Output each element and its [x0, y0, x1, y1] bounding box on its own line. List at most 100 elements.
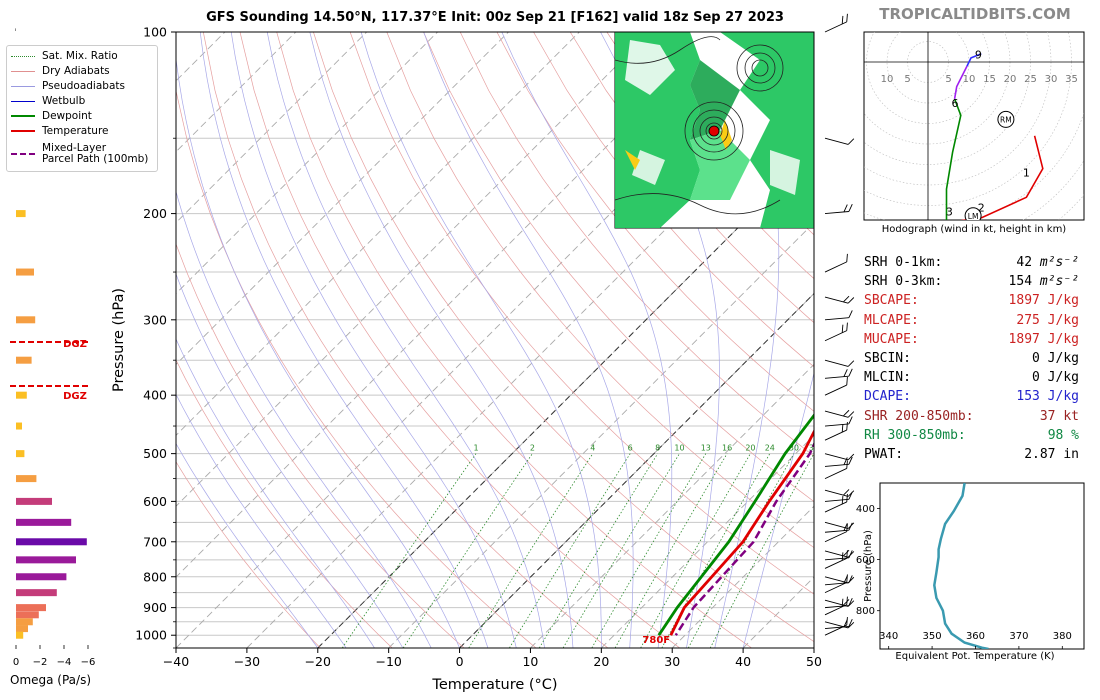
omega-axis-label: Omega (Pa/s) [10, 673, 92, 687]
pressure-tick-label: 500 [143, 446, 167, 461]
pseudoadiabat [423, 32, 634, 648]
isotherm-line [176, 32, 793, 648]
pseudoadiabat [199, 32, 489, 648]
mixing-ratio-line [709, 453, 814, 648]
pressure-tick-label: 200 [143, 206, 167, 221]
stat-value: 98 % [1047, 427, 1079, 443]
mixing-ratio-label: 16 [722, 444, 732, 453]
dry-adiabat [276, 32, 752, 648]
hodo-marker-ring [964, 207, 982, 220]
omega-bar [16, 604, 46, 612]
pressure-tick-label: 400 [143, 388, 167, 403]
isotherm-line [388, 222, 814, 648]
hodo-ring-label: 30 [1045, 74, 1058, 85]
legend-item-pseudoadiabats: Pseudoadiabats [11, 80, 125, 92]
wind-barb [824, 456, 853, 467]
pseudoadiabat [176, 442, 319, 648]
wind-barb [824, 523, 848, 543]
dry-adiabat [176, 88, 537, 648]
pseudoadiabat [714, 32, 780, 648]
dgz-label-bottom: DGZ [63, 391, 87, 402]
hodo-ring-label: 15 [983, 74, 996, 85]
stat-label: MUCAPE: [864, 331, 919, 347]
omega-bar [16, 618, 33, 626]
temp-tick-label: 10 [522, 654, 538, 669]
parcel-path-line [674, 441, 814, 636]
stat-value: 275 J/kg [1016, 312, 1079, 328]
stat-label: SBCIN: [864, 350, 911, 366]
mixing-ratio-label: 13 [701, 444, 711, 453]
legend-item-dry-adiabats: Dry Adiabats [11, 65, 110, 77]
isotherm-line [176, 32, 722, 578]
temp-tick-label: 30 [664, 654, 680, 669]
y-axis-label: Pressure (hPa) [111, 288, 127, 392]
skewt-curves [657, 413, 814, 636]
dry-adiabat [423, 32, 814, 503]
pressure-tick-label: 600 [143, 494, 167, 509]
mixing-ratio-line [591, 453, 707, 648]
wind-barb [824, 368, 853, 379]
stat-value: 153 J/kg [1016, 389, 1079, 405]
hodograph-caption: Hodograph (wind in kt, height in km) [881, 224, 1067, 235]
mixing-ratio-line [562, 453, 680, 648]
dgz-label-top: DGZ [63, 339, 87, 350]
wind-barb [824, 550, 848, 569]
wind-barb [824, 416, 853, 427]
temp-tick-label: −30 [234, 654, 260, 669]
hodo-height-label: 3 [946, 206, 953, 219]
stat-value: 1897 J/kg [1008, 293, 1079, 309]
wind-barb [824, 409, 855, 418]
stat-row: MLCIN: 0 J/kg [864, 370, 1079, 389]
theta-x-tick-label: 380 [1053, 631, 1072, 642]
pseudoadiabat [230, 32, 517, 648]
hodo-ring-label: 35 [1065, 74, 1078, 85]
x-axis-label: Temperature (°C) [431, 677, 557, 693]
isotherm-key-line [459, 292, 814, 648]
pseudoadiabat [501, 32, 673, 648]
dry-adiabat [176, 243, 465, 648]
temp-tick-label: −40 [163, 654, 189, 669]
hodo-height-label: 1 [1023, 167, 1030, 180]
location-marker-icon [708, 125, 720, 137]
omega-bar [16, 450, 25, 458]
hodo-marker-label: LM [968, 212, 979, 221]
omega-top-tick: ˈ [14, 28, 17, 39]
stat-row: MUCAPE: 1897 J/kg [864, 332, 1079, 351]
stat-value: 1897 J/kg [1008, 331, 1079, 347]
pressure-tick-label: 300 [143, 312, 167, 327]
mixing-ratio-label: 4 [590, 444, 595, 453]
omega-bar [16, 210, 26, 218]
mixing-ratio-label: 24 [765, 444, 775, 453]
pressure-tick-label: 1000 [135, 628, 167, 643]
omega-tick-label: −6 [81, 657, 96, 668]
wind-barb [824, 13, 848, 33]
omega-bar [16, 475, 37, 483]
temp-tick-label: 50 [806, 654, 822, 669]
pressure-tick-label: 800 [143, 569, 167, 584]
stat-label: RH 300-850mb: [864, 427, 966, 443]
hodo-ring-label: 10 [963, 74, 976, 85]
wind-barb [824, 322, 848, 342]
isotherm-line [671, 505, 814, 648]
pseudoadiabat [309, 32, 574, 648]
dewpoint-line [657, 413, 814, 636]
omega-bar [16, 589, 57, 597]
legend-item-parcel-path: Mixed-Layer Parcel Path (100mb) [11, 142, 148, 166]
theta-x-tick-label: 370 [1009, 631, 1028, 642]
omega-tick-label: −2 [33, 657, 48, 668]
isotherm-line [176, 32, 580, 436]
stat-value: 37 kt [1039, 408, 1079, 424]
omega-bar [16, 573, 67, 581]
theta-x-tick-label: 360 [966, 631, 985, 642]
hodograph: 10 5 5 10 15 20 25 30 35 9 6 1 3 2 RM LM [863, 31, 1085, 221]
pseudoadiabat [176, 56, 460, 648]
pseudoadiabat [176, 393, 347, 648]
mixing-ratio-line [614, 453, 728, 648]
isotherm-line [176, 32, 651, 507]
temp-tick-label: −10 [375, 654, 401, 669]
theta-y-tick-label: 800 [856, 606, 875, 617]
hodo-marker-label: RM [1000, 115, 1012, 124]
brand-watermark: TROPICALTIDBITS.COM [879, 5, 1071, 23]
wind-barb [824, 491, 853, 502]
